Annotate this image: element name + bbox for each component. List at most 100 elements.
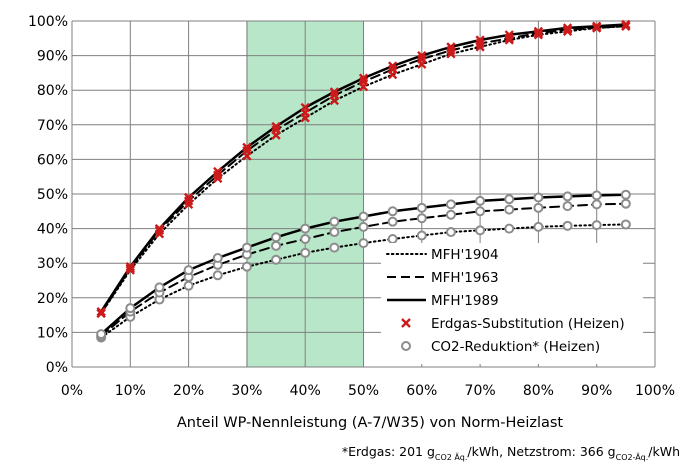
marker-x-stroke bbox=[475, 35, 485, 45]
legend-label-co2: CO2-Reduktion* (Heizen) bbox=[431, 339, 600, 355]
legend-label-erdgas: Erdgas-Substitution (Heizen) bbox=[431, 316, 625, 332]
footnote: *Erdgas: 201 gCO2 Äq./kWh, Netzstrom: 36… bbox=[342, 444, 680, 462]
x-tick-label: 40% bbox=[290, 383, 321, 399]
marker-circle bbox=[416, 213, 427, 224]
marker-circle bbox=[620, 189, 631, 200]
marker-circle bbox=[562, 220, 573, 231]
x-tick-label: 100% bbox=[635, 383, 675, 399]
y-tick-label: 50% bbox=[37, 187, 68, 203]
marker-circle bbox=[183, 280, 194, 291]
x-tick-label: 10% bbox=[115, 383, 146, 399]
legend-marker-x bbox=[401, 318, 411, 328]
marker-x bbox=[154, 223, 165, 234]
marker-circle bbox=[183, 265, 194, 276]
marker-circle bbox=[125, 303, 136, 314]
series-markers bbox=[96, 19, 631, 343]
marker-x-stroke bbox=[213, 166, 223, 177]
legend-marker-circle bbox=[401, 341, 411, 351]
marker-circle bbox=[300, 223, 311, 234]
marker-x-stroke bbox=[329, 87, 339, 97]
marker-x-stroke bbox=[562, 25, 573, 35]
legend-entry-mfh1989: MFH'1989 bbox=[387, 293, 499, 309]
marker-circle bbox=[387, 233, 398, 244]
y-tick-label: 80% bbox=[37, 83, 68, 99]
marker-circle bbox=[562, 191, 573, 202]
marker-x-stroke bbox=[621, 19, 631, 30]
marker-x-stroke bbox=[300, 102, 310, 113]
marker-x bbox=[96, 308, 106, 319]
marker-x-stroke bbox=[621, 21, 631, 31]
marker-circle bbox=[416, 230, 427, 241]
marker-x bbox=[562, 23, 573, 33]
y-tick-label: 40% bbox=[37, 222, 68, 238]
marker-x bbox=[213, 166, 223, 177]
marker-x-stroke bbox=[125, 262, 135, 272]
marker-x-stroke bbox=[533, 26, 544, 37]
marker-circle bbox=[96, 329, 107, 340]
marker-x bbox=[125, 263, 135, 274]
y-tick-label: 30% bbox=[37, 256, 68, 272]
marker-circle bbox=[329, 216, 340, 227]
marker-circle bbox=[212, 253, 223, 264]
y-tick-label: 60% bbox=[37, 152, 68, 168]
marker-circle bbox=[329, 242, 340, 253]
marker-x-stroke bbox=[417, 50, 427, 61]
marker-circle bbox=[212, 270, 223, 281]
y-tick-label: 20% bbox=[37, 291, 68, 307]
x-tick-label: 60% bbox=[406, 383, 437, 399]
marker-circle bbox=[620, 219, 631, 230]
marker-x-stroke bbox=[592, 21, 602, 31]
marker-x bbox=[562, 25, 573, 35]
y-tick-label: 90% bbox=[37, 49, 68, 65]
legend-entry-mfh1904: MFH'1904 bbox=[386, 247, 499, 263]
legend-entry-mfh1963: MFH'1963 bbox=[387, 270, 499, 286]
legend: MFH'1904 MFH'1963 MFH'1989 Erdgas-Substi… bbox=[381, 243, 643, 364]
marker-circle bbox=[154, 282, 165, 293]
marker-x bbox=[533, 28, 544, 38]
marker-x bbox=[533, 26, 544, 37]
marker-x bbox=[358, 73, 369, 83]
legend-label-mfh1963: MFH'1963 bbox=[431, 270, 499, 286]
marker-circle bbox=[358, 238, 369, 249]
marker-circle bbox=[445, 209, 456, 220]
marker-circle bbox=[475, 225, 486, 236]
marker-circle bbox=[271, 232, 282, 243]
marker-x-stroke bbox=[562, 23, 573, 33]
marker-x bbox=[417, 50, 427, 61]
marker-circle bbox=[300, 247, 311, 258]
marker-circle bbox=[591, 199, 602, 210]
marker-circle bbox=[591, 220, 602, 231]
marker-circle bbox=[533, 192, 544, 203]
marker-circle bbox=[358, 211, 369, 222]
marker-x-stroke bbox=[154, 225, 165, 235]
marker-x bbox=[592, 21, 602, 31]
marker-circle bbox=[475, 195, 486, 206]
y-tick-label: 100% bbox=[28, 14, 68, 30]
y-tick-labels: 0% 10% 20% 30% 40% 50% 60% 70% 80% 90% 100% bbox=[28, 14, 68, 376]
x-tick-label: 90% bbox=[581, 383, 612, 399]
marker-circle bbox=[387, 206, 398, 217]
marker-circle bbox=[533, 202, 544, 213]
legend-entry-erdgas: Erdgas-Substitution (Heizen) bbox=[401, 316, 625, 332]
marker-x bbox=[592, 23, 602, 33]
marker-x bbox=[446, 42, 456, 52]
marker-circle bbox=[300, 233, 311, 244]
legend-label-mfh1904: MFH'1904 bbox=[431, 247, 499, 263]
marker-x bbox=[96, 306, 106, 317]
marker-circle bbox=[329, 227, 340, 238]
x-tick-label: 20% bbox=[173, 383, 204, 399]
marker-x-stroke bbox=[96, 306, 106, 317]
x-tick-label: 50% bbox=[348, 383, 379, 399]
marker-x-stroke bbox=[533, 28, 544, 38]
marker-x-stroke bbox=[96, 308, 106, 319]
marker-circle bbox=[271, 240, 282, 251]
marker-x bbox=[504, 30, 514, 40]
marker-x-stroke bbox=[358, 73, 369, 83]
legend-label-mfh1989: MFH'1989 bbox=[431, 293, 499, 309]
marker-x bbox=[621, 19, 631, 30]
marker-x-stroke bbox=[183, 192, 194, 203]
legend-entry-co2: CO2-Reduktion* (Heizen) bbox=[401, 339, 600, 355]
marker-x bbox=[125, 262, 135, 272]
marker-circle bbox=[416, 202, 427, 213]
